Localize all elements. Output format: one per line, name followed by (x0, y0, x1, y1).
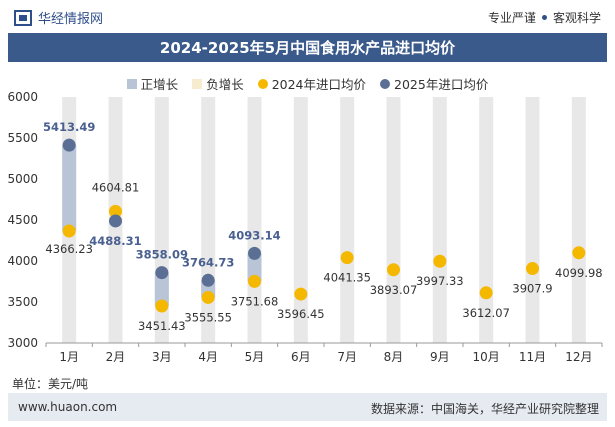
column-bg (432, 97, 447, 343)
point-2024 (109, 204, 122, 218)
label-2024: 3907.9 (512, 282, 552, 296)
point-2024 (479, 286, 493, 300)
title-bar: 2024-2025年5月中国食用水产品进口均价 (8, 33, 607, 62)
logo-icon (14, 9, 32, 26)
column-bg (571, 97, 586, 343)
x-tick-label: 1月 (59, 350, 79, 364)
column-bg (340, 97, 355, 343)
y-tick-label: 3000 (7, 336, 38, 350)
legend-label-2024: 2024年进口均价 (271, 77, 367, 92)
tag-professional: 专业严谨 (487, 11, 536, 25)
x-tick-label: 11月 (519, 350, 546, 364)
label-2024: 4099.98 (555, 266, 603, 280)
column-bg (201, 97, 216, 343)
legend-item-2024: 2024年进口均价 (257, 74, 367, 93)
y-tick-label: 6000 (7, 90, 38, 104)
footer: www.huaon.com 数据来源：中国海关，华经产业研究院整理 (8, 393, 607, 421)
point-2024 (340, 251, 354, 265)
label-2024: 3893.07 (370, 283, 418, 297)
label-2025: 4093.14 (228, 228, 280, 242)
logo-text: 华经情报网 (38, 12, 104, 27)
footer-website: www.huaon.com (18, 400, 118, 414)
point-2024 (433, 254, 447, 268)
column-bg (293, 97, 308, 343)
label-2025: 3858.09 (136, 248, 188, 262)
y-tick-label: 3500 (7, 295, 38, 309)
point-2024 (201, 290, 215, 304)
label-2025: 5413.49 (43, 120, 95, 134)
x-tick-label: 12月 (565, 350, 592, 364)
chart-title: 2024-2025年5月中国食用水产品进口均价 (159, 39, 456, 57)
point-2024 (155, 299, 169, 313)
point-2025 (109, 214, 122, 228)
legend-swatch-2024 (257, 78, 268, 89)
point-2025 (201, 273, 215, 287)
unit-label: 单位：美元/吨 (12, 377, 89, 391)
y-tick-label: 4500 (7, 213, 38, 227)
top-tags: 专业严谨 客观科学 (488, 9, 601, 26)
x-tick-label: 9月 (430, 350, 450, 364)
legend-swatch-2025 (380, 78, 391, 89)
point-2024 (62, 224, 76, 238)
logo: 华经情报网 (14, 8, 103, 27)
column-bg (479, 97, 494, 343)
label-2024: 4366.23 (45, 242, 93, 256)
y-tick-label: 4000 (7, 254, 38, 268)
label-2024: 3751.68 (231, 294, 279, 308)
legend-swatch-positive (126, 78, 137, 89)
x-tick-label: 5月 (245, 350, 265, 364)
y-tick-label: 5000 (7, 172, 38, 186)
x-tick-label: 4月 (198, 350, 218, 364)
legend-item-2025: 2025年进口均价 (380, 74, 488, 93)
point-2024 (572, 246, 586, 260)
positive-growth-bar (62, 145, 77, 231)
legend-label-positive: 正增长 (140, 77, 179, 92)
label-2024: 3555.55 (184, 310, 232, 324)
tag-objective: 客观科学 (552, 11, 601, 25)
legend-item-negative: 负增长 (192, 74, 244, 93)
column-bg (525, 97, 540, 343)
label-2024: 3612.07 (462, 306, 510, 320)
x-tick-label: 7月 (337, 350, 357, 364)
chart-legend: 正增长 负增长 2024年进口均价 2025年进口均价 (0, 74, 615, 93)
footer-source: 数据来源：中国海关，华经产业研究院整理 (370, 402, 599, 416)
x-tick-label: 6月 (291, 350, 311, 364)
positive-growth-bar (154, 272, 169, 306)
x-tick-label: 8月 (384, 350, 404, 364)
label-2025: 4488.31 (89, 234, 141, 248)
label-2024: 4604.81 (92, 180, 140, 194)
label-2024: 3596.45 (277, 307, 325, 321)
top-bar: 华经情报网 专业严谨 客观科学 (0, 0, 615, 34)
legend-item-positive: 正增长 (126, 74, 179, 93)
label-2024: 3451.43 (138, 319, 186, 333)
point-2025 (248, 246, 261, 260)
y-tick-label: 5500 (7, 131, 38, 145)
column-bg (386, 97, 401, 343)
legend-label-negative: 负增长 (206, 77, 244, 92)
x-tick-label: 10月 (473, 350, 500, 364)
point-2025 (155, 266, 169, 280)
label-2025: 3764.73 (182, 255, 234, 269)
point-2024 (248, 274, 261, 288)
positive-growth-bar (247, 253, 262, 282)
label-2024: 3997.33 (416, 274, 464, 288)
legend-label-2025: 2025年进口均价 (394, 77, 489, 92)
x-tick-label: 3月 (152, 350, 172, 364)
point-2024 (526, 262, 539, 276)
point-2024 (294, 287, 308, 301)
separator-dot-icon (541, 15, 547, 20)
legend-swatch-negative (192, 78, 203, 89)
point-2024 (387, 263, 400, 277)
point-2025 (62, 138, 76, 152)
label-2024: 4041.35 (323, 271, 371, 285)
x-tick-label: 2月 (106, 350, 126, 364)
